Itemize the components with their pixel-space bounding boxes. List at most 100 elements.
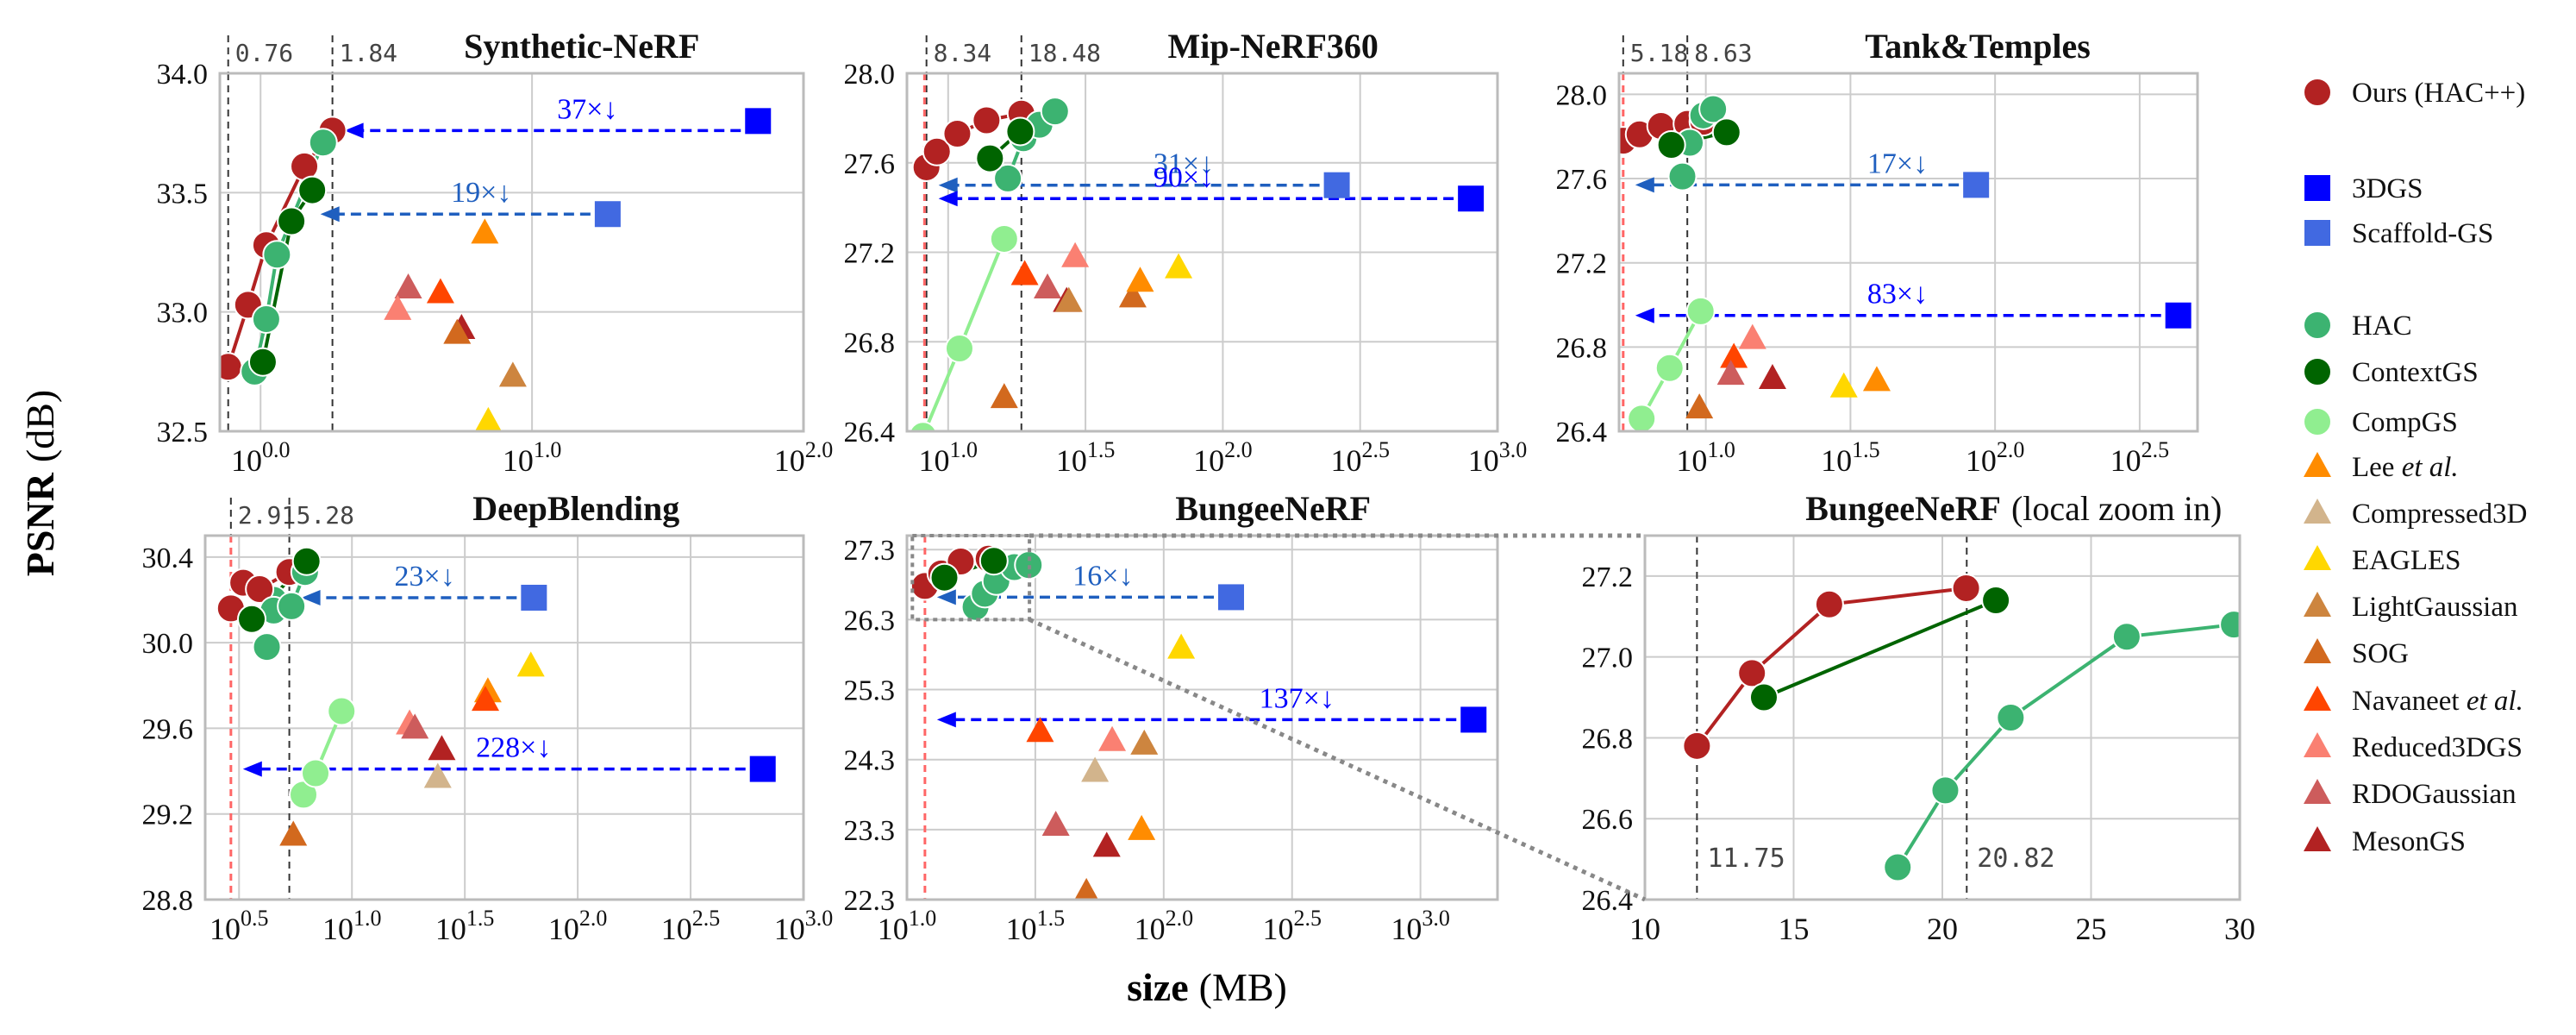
data-point-rdogaussian [1041,810,1070,836]
compression-arrow [344,122,741,139]
x-tick-base: 10 [231,443,262,478]
legend-label: CompGS [2352,407,2458,438]
plot-content [910,536,1487,900]
legend-marker-rdogaussian [2304,779,2331,804]
series-point-compgs [909,421,937,431]
reference-line-label: 2.91 [238,501,296,530]
series-point-hac [1930,775,1960,806]
data-point-navaneet [426,278,454,304]
x-tick-label: 102.5 [2110,437,2170,478]
y-axis-label-unit: (dB) [18,390,62,462]
data-point-navaneet [1026,717,1054,743]
data-point-lee [1126,267,1154,292]
series-point-ours [942,119,972,149]
legend-item-mesongs: MesonGS [2304,826,2466,857]
data-point-scaffold [1963,172,1990,198]
x-tick-base: 10 [774,443,805,478]
data-point-reduced3dgs [1061,242,1090,267]
x-tick-exponent: 3.0 [1499,437,1528,462]
legend-marker-scaffold [2304,220,2330,246]
legend-item-navaneet: Navaneet et al. [2304,686,2523,717]
legend-marker-navaneet [2304,686,2331,711]
data-point-eagles [1165,253,1193,279]
series-point-contextgs [1656,130,1686,160]
y-tick-label: 27.6 [844,148,896,180]
x-tick-exponent: 3.0 [805,906,834,931]
x-tick-exponent: 2.0 [1224,437,1253,462]
data-point-mesongs [1758,363,1786,389]
y-tick-label: 27.0 [1582,643,1634,674]
legend-label-main: Navaneet [2352,686,2460,717]
legend-item-eagles: EAGLES [2304,545,2461,576]
arrow-head [936,712,956,728]
arrow-ratio-label: 19×↓ [451,177,511,209]
y-tick-label: 30.0 [142,628,194,660]
y-tick-label: 26.8 [1582,723,1634,755]
data-point-navaneet [472,686,500,712]
x-tick-exponent: 0.0 [262,437,291,462]
x-tick-label: 103.0 [774,906,834,946]
x-tick-exponent: 1.0 [534,437,562,462]
series-point-contextgs [975,143,1005,173]
legend-label-main: RDOGaussian [2352,779,2517,810]
series-point-contextgs [247,347,278,377]
compression-arrow [320,206,591,223]
legend-label: Compressed3D [2352,499,2527,530]
x-tick-base: 10 [1468,443,1499,478]
y-tick-labels: 26.4 26.8 27.2 27.6 28.0 [844,59,896,448]
chart-panels: 100.0 101.0 102.032.533.033.534.0Synthetic… [142,27,2256,946]
y-tick-label: 24.3 [844,745,896,777]
y-tick-label: 29.2 [142,800,194,831]
legend-item-3dgs: 3DGS [2304,173,2423,204]
x-tick-base: 10 [209,912,241,946]
series-point-compgs [327,696,357,726]
legend-label-suffix: et al. [2460,686,2523,717]
y-tick-label: 26.3 [844,605,896,637]
data-point-lightgaussian [498,361,527,387]
data-point-eagles [1167,633,1196,659]
series-point-hac [2219,610,2240,640]
chart-title: BungeeNeRF [1175,489,1371,528]
series-point-ours [922,136,952,166]
data-point-sog [1118,282,1147,308]
legend-item-compgs: CompGS [2303,407,2458,438]
legend-marker-sog [2304,638,2331,663]
x-tick-labels: 101.0 101.5 102.0 102.5 103.0 [919,437,1528,478]
series-point-hac [1996,703,2026,732]
data-point-lee [1862,366,1891,392]
y-tick-labels: 32.5 33.0 33.5 34.0 [157,59,209,448]
x-tick-base: 10 [1262,912,1293,946]
zoom-connector [1029,618,1647,902]
x-tick-labels: 101.0 101.5 102.0 102.5 103.0 [878,906,1450,946]
data-point-reduced3dgs [1738,323,1766,349]
arrow-ratio-label: 37×↓ [557,93,617,125]
chart-panel-6: 10 15 20 25 30 26.4 26.6 26.8 27.0 27.2 BungeeNeRF… [1582,489,2256,946]
legend-item-compressed3d: Compressed3D [2304,499,2527,530]
data-point-hac [1667,161,1698,191]
x-tick-base: 10 [661,912,692,946]
x-tick-exponent: 1.5 [1037,906,1066,931]
x-tick-label: 101.0 [1676,437,1735,478]
x-tick-labels: 101.0 101.5 102.0 102.5 [1676,437,2169,478]
reference-line-label: 5.18 [1630,39,1688,67]
legend-label-main: EAGLES [2352,545,2461,576]
y-tick-label: 27.3 [844,535,896,567]
legend-label: Lee et al. [2352,452,2459,483]
plot-content [1682,536,2240,900]
series-point-contextgs [1749,682,1779,712]
x-tick-exponent: 2.5 [692,906,721,931]
y-tick-label: 29.6 [142,713,194,745]
legend-marker-3dgs [2304,175,2330,201]
series-point-compgs [1627,404,1657,431]
series-point-hac [1883,852,1913,882]
arrow-ratio-label: 23×↓ [395,561,455,593]
x-tick-labels: 100.0 101.0 102.0 [231,437,833,478]
series-point-contextgs [1005,116,1035,147]
data-point-3dgs [2165,302,2191,329]
y-tick-label: 27.2 [1582,561,1634,593]
legend-marker-eagles [2304,545,2331,570]
y-tick-labels: 22.3 23.3 24.3 25.3 26.3 27.3 [844,535,896,917]
chart-panel-1: 100.0 101.0 102.032.533.033.534.0Synthetic… [157,27,834,478]
chart-panel-4: 100.5 101.0 101.5 102.0 102.5 103.028.829.229… [142,489,834,946]
data-point-sog [990,383,1018,409]
